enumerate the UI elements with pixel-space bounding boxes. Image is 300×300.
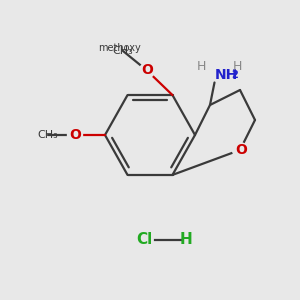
Text: 2: 2	[231, 70, 238, 80]
Circle shape	[68, 128, 82, 142]
Text: H: H	[197, 59, 207, 73]
Text: methoxy: methoxy	[99, 43, 141, 53]
Circle shape	[140, 63, 154, 78]
Circle shape	[232, 142, 247, 158]
Text: O: O	[69, 128, 81, 142]
Text: O: O	[141, 64, 153, 77]
Text: CH₃: CH₃	[38, 130, 58, 140]
Text: O: O	[236, 143, 247, 157]
Text: H: H	[233, 59, 243, 73]
Text: CH₃: CH₃	[112, 46, 134, 56]
Text: Cl: Cl	[136, 232, 152, 247]
Text: NH: NH	[214, 68, 238, 82]
Text: H: H	[180, 232, 192, 247]
